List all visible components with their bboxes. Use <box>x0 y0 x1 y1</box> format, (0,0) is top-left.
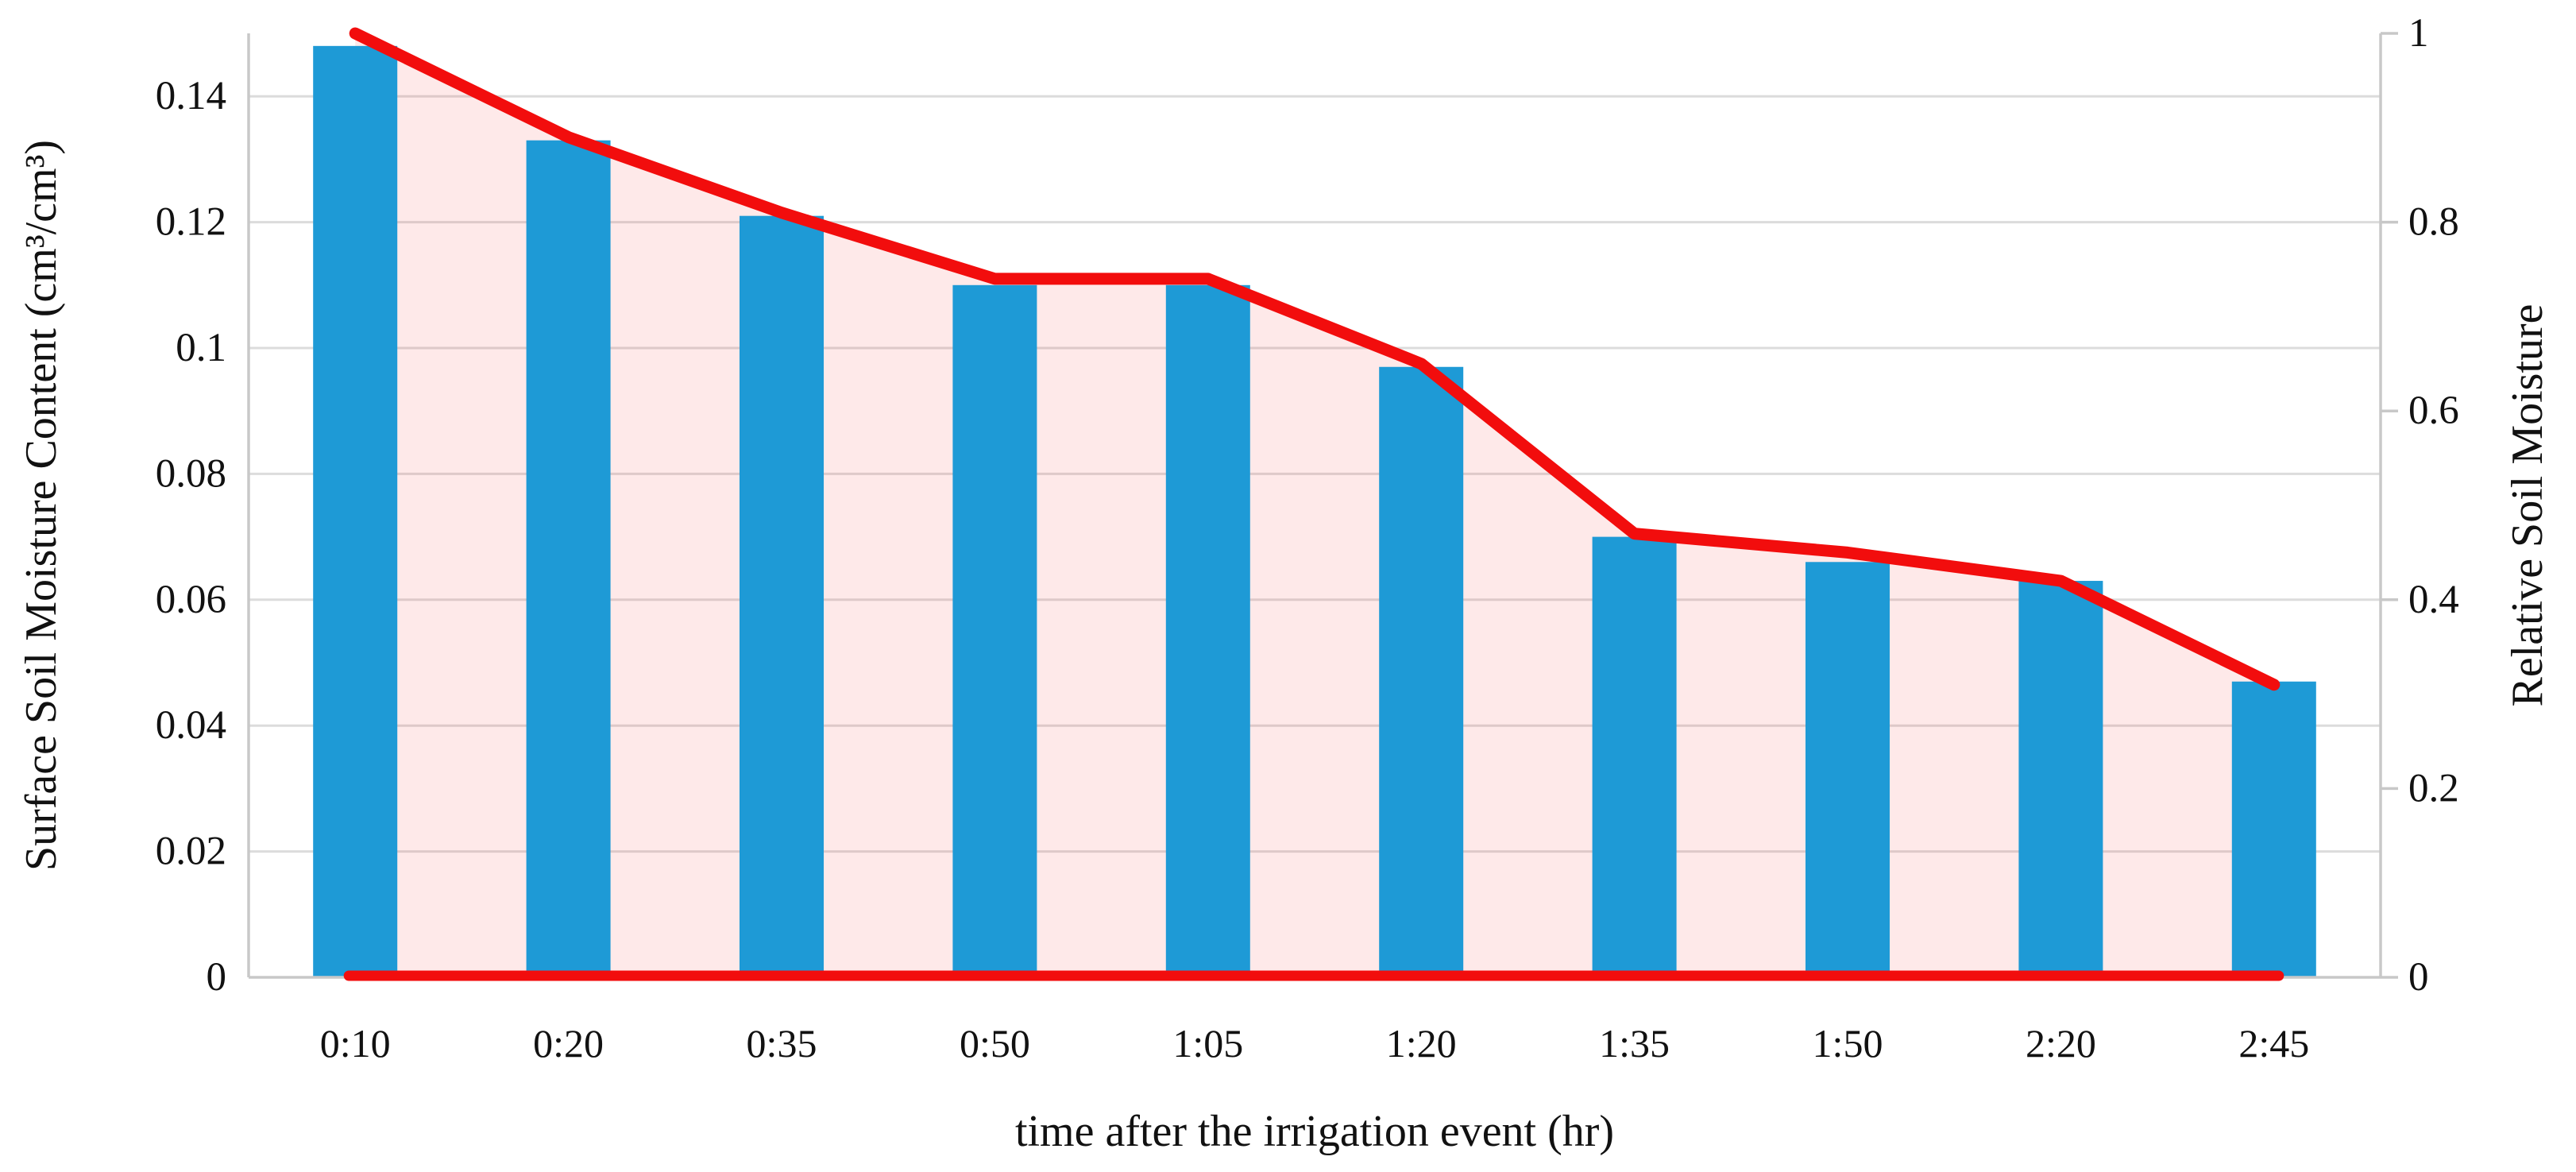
bar-0:35 <box>740 215 824 977</box>
x-tick-label: 1:20 <box>1386 1021 1457 1066</box>
x-tick-label: 0:20 <box>533 1021 604 1066</box>
x-tick-label: 2:20 <box>2026 1021 2096 1066</box>
x-tick-label: 1:05 <box>1172 1021 1243 1066</box>
right-tick-label: 0.2 <box>2408 766 2459 810</box>
left-tick-label: 0.02 <box>156 830 226 874</box>
x-tick-label: 0:35 <box>747 1021 817 1066</box>
left-tick-label: 0.08 <box>156 451 226 496</box>
left-tick-label: 0.12 <box>156 200 226 245</box>
bar-1:20 <box>1379 366 1464 977</box>
line-series-group <box>343 27 2284 981</box>
x-tick-label: 1:35 <box>1599 1021 1670 1066</box>
right-tick-label: 0.8 <box>2408 200 2459 245</box>
left-axis-title: Surface Soil Moisture Content (cm³/cm³) <box>17 140 66 871</box>
left-tick-label: 0.1 <box>176 326 226 370</box>
bar-0:50 <box>952 284 1037 977</box>
left-tick-label: 0.04 <box>156 703 226 748</box>
left-tick-label: 0 <box>207 955 227 1000</box>
tick-labels-group: 0 0.02 0.04 0.06 0.08 0.1 0.12 0.14 0 0.2 0.4 0.6 0.… <box>156 11 2459 1066</box>
right-tick-label: 0.6 <box>2408 389 2459 433</box>
left-tick-label: 0.14 <box>156 74 226 118</box>
area-fill-group <box>355 33 2274 977</box>
left-tick-label: 0.06 <box>156 578 226 622</box>
tick-marks-group <box>2381 32 2398 979</box>
x-tick-label: 0:50 <box>960 1021 1030 1066</box>
bar-0:10 <box>313 45 398 978</box>
right-tick-label: 1 <box>2408 11 2429 56</box>
right-tick-label: 0.4 <box>2408 578 2459 622</box>
bar-1:50 <box>1806 562 1890 977</box>
bar-2:45 <box>2231 681 2316 977</box>
x-tick-label: 2:45 <box>2238 1021 2309 1066</box>
x-tick-label: 0:10 <box>320 1021 391 1066</box>
bar-1:05 <box>1165 284 1250 977</box>
bar-0:20 <box>526 140 611 977</box>
x-axis-title: time after the irrigation event (hr) <box>1015 1107 1614 1156</box>
bar-2:20 <box>2018 581 2103 977</box>
relative-moisture-area-fill <box>355 33 2274 977</box>
x-tick-label: 1:50 <box>1813 1021 1883 1066</box>
bar-1:35 <box>1592 536 1677 977</box>
relative-moisture-line <box>349 27 2281 691</box>
bars-group <box>313 45 2316 978</box>
right-axis-title: Relative Soil Moisture <box>2503 304 2552 706</box>
right-tick-label: 0 <box>2408 955 2429 1000</box>
